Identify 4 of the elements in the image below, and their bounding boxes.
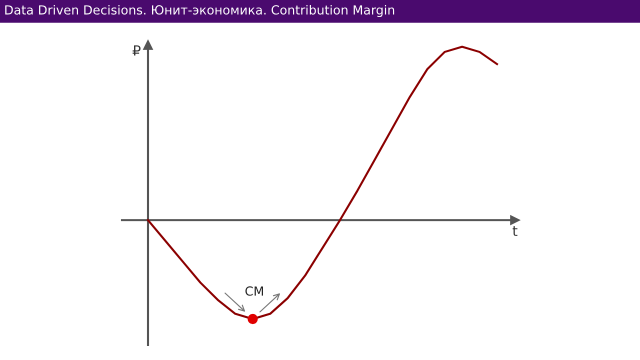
annotation: CM	[245, 286, 263, 296]
chart-title: Data Driven Decisions. Юнит-экономика. Contribution Margin	[5, 4, 394, 18]
y-axis-title: ₽	[132, 45, 141, 56]
x-axis-title: t	[512, 226, 518, 236]
